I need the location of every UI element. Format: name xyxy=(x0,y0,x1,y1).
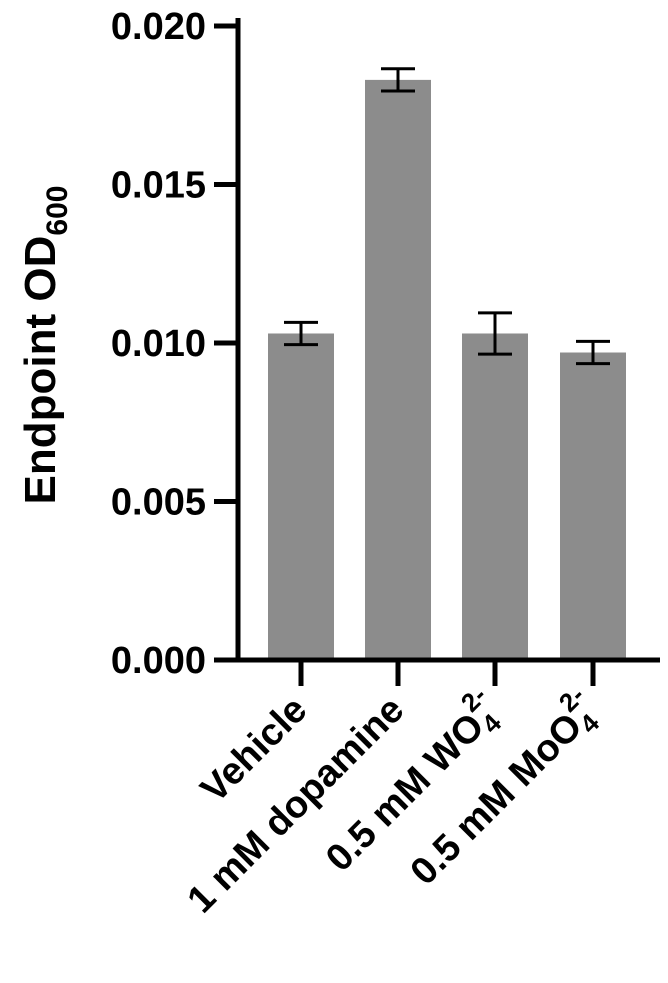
y-tick-label: 0.005 xyxy=(111,482,206,524)
bars xyxy=(268,79,626,660)
y-tick-label: 0.000 xyxy=(111,640,206,682)
bar xyxy=(560,352,626,660)
y-axis-title: Endpoint OD600 xyxy=(16,186,74,505)
error-bars xyxy=(284,67,610,366)
y-axis-title-subscript: 600 xyxy=(41,186,74,236)
bar xyxy=(365,79,431,660)
y-tick-label: 0.015 xyxy=(111,165,206,207)
bar xyxy=(462,333,528,660)
y-tick-label: 0.020 xyxy=(111,6,206,48)
y-tick-label: 0.010 xyxy=(111,323,206,365)
y-axis-ticks: 0.000 0.005 0.010 0.015 0.020 xyxy=(111,6,238,682)
bar xyxy=(268,333,334,660)
